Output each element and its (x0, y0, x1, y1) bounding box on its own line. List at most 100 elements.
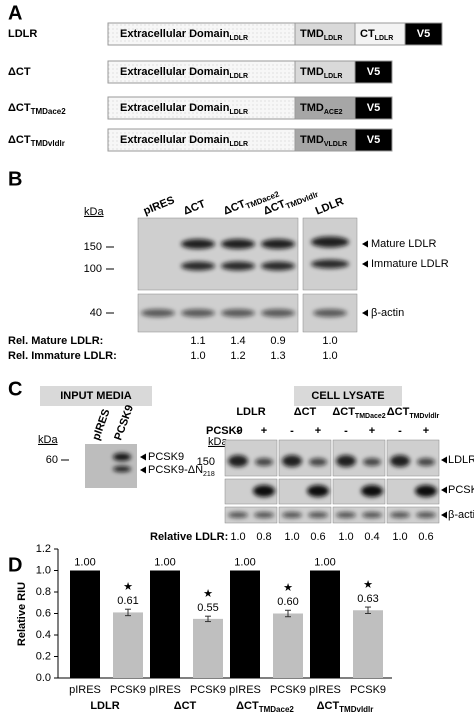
relative-value: 0.8 (256, 531, 271, 543)
group-label: LDLR (90, 700, 119, 712)
domain-label-main: Extracellular Domain (120, 66, 230, 78)
error-bar (205, 615, 211, 623)
domain-label-sub: ACE2 (324, 109, 343, 116)
value-label: 1.00 (74, 556, 95, 568)
blot-band (307, 485, 329, 497)
sign: - (290, 425, 294, 437)
kda-marker: 60 (46, 454, 58, 466)
domain-label-main: CT (360, 28, 375, 40)
construct-name-main: LDLR (8, 28, 37, 40)
construct-name-main: ΔCT (8, 102, 31, 114)
row-label: Rel. Immature LDLR: (8, 350, 117, 362)
x-tick-label: PCSK9 (110, 684, 146, 696)
blot-band (181, 239, 215, 249)
sign: - (398, 425, 402, 437)
lane-label: ΔCT (182, 198, 208, 218)
domain-label: V5 (417, 28, 430, 40)
blot (302, 217, 358, 291)
domain-label-sub: LDLR (375, 35, 394, 42)
relative-label: Relative LDLR: (150, 531, 228, 543)
domain-label-main: Extracellular Domain (120, 28, 230, 40)
domain-label-sub: VLDLR (324, 141, 347, 148)
title-box (294, 386, 402, 406)
blot-band (308, 512, 328, 518)
construct-name-sub: TMDace2 (31, 107, 67, 116)
band-label: Immature LDLR (371, 258, 449, 270)
group-label-main: ΔCT (174, 700, 197, 712)
sign: - (236, 425, 240, 437)
band-label-main: PCSK9 (148, 451, 184, 463)
blot-band (390, 512, 410, 518)
group-label-main: ΔCT (332, 406, 355, 418)
y-tick-label: 1.2 (36, 543, 51, 555)
bar (193, 618, 223, 678)
kda-label: kDa (38, 434, 58, 446)
domain-label-main: V5 (367, 66, 380, 78)
domain-label-sub: LDLR (229, 141, 248, 148)
lane-label-main: pIRES (142, 194, 177, 217)
x-tick-label: PCSK9 (190, 684, 226, 696)
section-title: INPUT MEDIA (60, 390, 132, 402)
blot (332, 506, 386, 524)
relative-value: 1.0 (392, 531, 407, 543)
domain-label-main: V5 (367, 102, 380, 114)
row-value: 1.2 (230, 350, 245, 362)
blot-band (416, 512, 436, 518)
blot (224, 506, 278, 524)
band-label: PCSK9 (148, 451, 184, 463)
band-label: LDLR (448, 454, 474, 466)
panel-label: B (8, 168, 22, 190)
domain-label-sub: LDLR (324, 73, 343, 80)
domain-label: V5 (367, 66, 380, 78)
blot-band (311, 259, 349, 269)
domain-label: TMDLDLR (300, 28, 343, 42)
relative-value: 0.4 (364, 531, 379, 543)
blot-band (311, 236, 349, 248)
y-tick-label: 0.8 (36, 586, 51, 598)
blot (85, 444, 137, 488)
group-label-main: ΔCT (387, 406, 410, 418)
row-value: 1.1 (190, 335, 205, 347)
blot-band (336, 512, 356, 518)
significance: ★ (123, 581, 133, 593)
row-value: 1.0 (322, 350, 337, 362)
domain-label-sub: LDLR (324, 35, 343, 42)
group-label-main: ΔCT (294, 406, 317, 418)
treatment-label: PCSK9 (206, 425, 243, 437)
domain (404, 22, 443, 46)
blot-band (390, 455, 410, 467)
domain-label-sub: LDLR (229, 35, 248, 42)
arrow (362, 260, 368, 268)
blot-band (261, 239, 295, 249)
blot-band (309, 458, 327, 466)
construct-name-main: ΔCT (8, 66, 31, 78)
group-label: LDLR (236, 406, 265, 418)
domain-label-main: TMD (300, 28, 324, 40)
domain-label-main: V5 (367, 134, 380, 146)
panel-label: C (8, 378, 22, 400)
bar (273, 613, 303, 678)
significance: ★ (203, 588, 213, 600)
blot (278, 506, 332, 524)
kda-label: kDa (208, 436, 228, 448)
value-label: 0.55 (197, 602, 218, 614)
y-axis-title: Relative RIU (16, 582, 28, 646)
kda-marker: 100 (84, 263, 102, 275)
blot-band (336, 455, 356, 467)
error-bar (125, 608, 131, 617)
row-value: 1.0 (190, 350, 205, 362)
band-label-main: PCSK9-ΔN (148, 464, 203, 476)
y-tick-label: 0.2 (36, 650, 51, 662)
group-label: ΔCT (294, 406, 317, 418)
error-bar (365, 606, 371, 614)
value-label: 1.00 (234, 556, 255, 568)
domain (354, 60, 393, 84)
blot-band (313, 309, 347, 317)
construct-name: ΔCTTMDvldlr (8, 134, 65, 148)
arrow (140, 453, 146, 461)
sign: + (369, 425, 375, 437)
domain-label: TMDLDLR (300, 66, 343, 80)
domain-label: V5 (367, 102, 380, 114)
domain-label-main: TMD (300, 66, 324, 78)
panel-label: A (8, 2, 22, 24)
